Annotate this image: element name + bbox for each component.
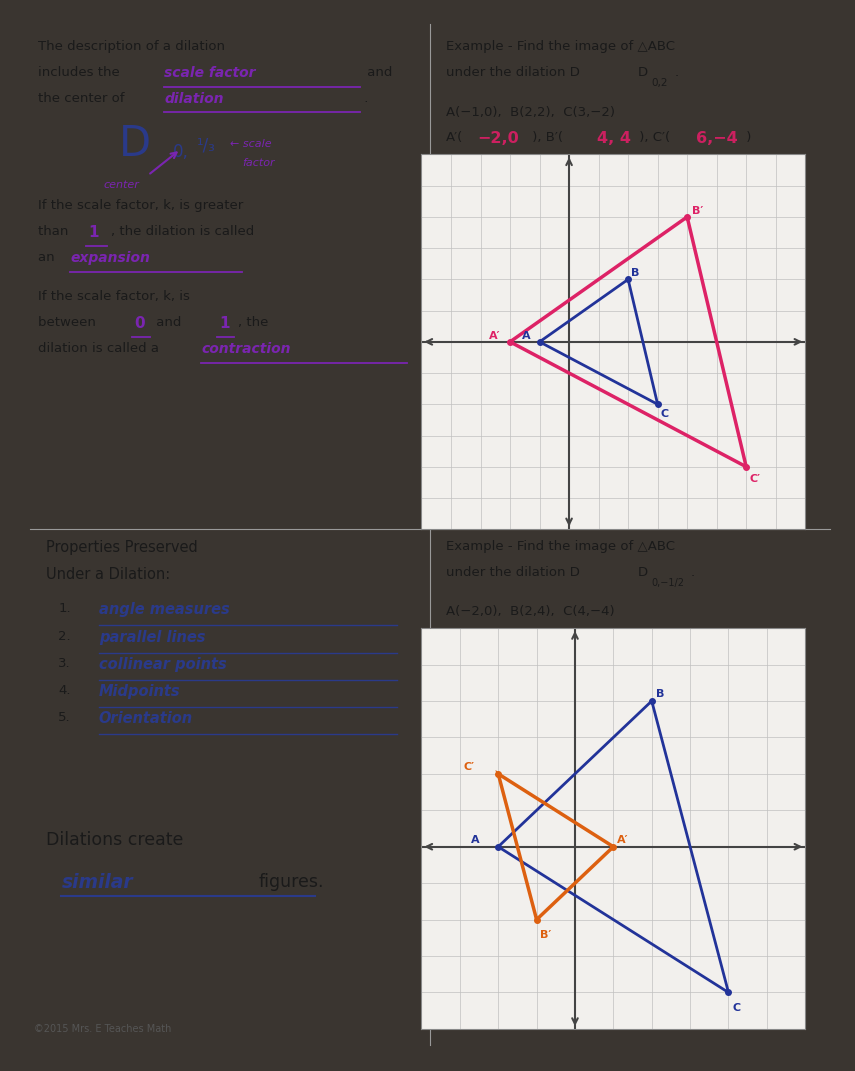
- Text: ): ): [741, 131, 751, 144]
- Text: A: A: [522, 331, 530, 341]
- Text: B: B: [631, 268, 640, 278]
- Text: an: an: [38, 252, 59, 265]
- Text: B′: B′: [692, 206, 703, 215]
- Text: ): ): [744, 630, 753, 644]
- Text: C′: C′: [749, 474, 760, 484]
- Text: under the dilation D: under the dilation D: [446, 66, 580, 79]
- Text: ), B′(: ), B′(: [516, 630, 551, 644]
- Text: 1.: 1.: [58, 602, 71, 615]
- Text: ¹/₃: ¹/₃: [197, 137, 215, 155]
- Text: B: B: [656, 690, 664, 699]
- Text: 4, 4: 4, 4: [597, 131, 631, 146]
- Text: figures.: figures.: [258, 873, 324, 891]
- Text: C′: C′: [463, 763, 475, 772]
- Text: A(−1,0),  B(2,2),  C(3,−2): A(−1,0), B(2,2), C(3,−2): [446, 106, 615, 119]
- Text: Properties Preserved: Properties Preserved: [46, 540, 198, 555]
- Text: .: .: [675, 66, 679, 79]
- Text: C: C: [733, 1002, 740, 1013]
- Text: D: D: [638, 565, 648, 578]
- Text: 0: 0: [134, 316, 144, 331]
- Text: 0,2: 0,2: [651, 78, 668, 89]
- Text: 6,−4: 6,−4: [696, 131, 738, 146]
- Text: 2.: 2.: [58, 630, 71, 644]
- Text: 0,: 0,: [173, 144, 188, 161]
- Text: dilation is called a: dilation is called a: [38, 342, 163, 355]
- Text: D: D: [638, 66, 648, 79]
- Text: −2,0: −2,0: [477, 131, 519, 146]
- Text: .: .: [360, 92, 369, 105]
- Text: 1: 1: [219, 316, 229, 331]
- Text: expansion: expansion: [70, 252, 150, 266]
- Text: angle measures: angle measures: [99, 602, 230, 617]
- Text: −2, 2: −2, 2: [691, 630, 740, 648]
- Text: ), B′(: ), B′(: [528, 131, 567, 144]
- Text: 4.: 4.: [58, 684, 71, 697]
- Text: 5.: 5.: [58, 711, 71, 724]
- Text: Midpoints: Midpoints: [99, 684, 180, 699]
- Text: center: center: [103, 181, 139, 191]
- Text: −1,−2: −1,−2: [581, 630, 638, 648]
- Text: A: A: [471, 835, 480, 845]
- Text: and: and: [363, 66, 392, 79]
- Text: If the scale factor, k, is greater: If the scale factor, k, is greater: [38, 199, 243, 212]
- Text: B′: B′: [540, 930, 551, 940]
- Text: parallel lines: parallel lines: [99, 630, 205, 645]
- Text: under the dilation D: under the dilation D: [446, 565, 580, 578]
- Text: ), C′(: ), C′(: [634, 131, 674, 144]
- Text: Dilations create: Dilations create: [46, 831, 183, 849]
- Text: Example - Find the image of △ABC: Example - Find the image of △ABC: [446, 540, 675, 553]
- Text: 3.: 3.: [58, 658, 71, 670]
- Text: ), C′(: ), C′(: [638, 630, 669, 644]
- Text: The description of a dilation: The description of a dilation: [38, 40, 225, 52]
- Text: A′: A′: [489, 331, 501, 341]
- Text: D: D: [120, 123, 151, 165]
- Text: dilation: dilation: [164, 92, 224, 106]
- Text: than: than: [38, 225, 73, 238]
- Text: similar: similar: [62, 873, 134, 892]
- Text: ©2015 Mrs. E Teaches Math: ©2015 Mrs. E Teaches Math: [33, 1024, 171, 1035]
- Text: 1: 1: [88, 225, 99, 240]
- Text: includes the: includes the: [38, 66, 124, 79]
- Text: A(−2,0),  B(2,4),  C(4,−4): A(−2,0), B(2,4), C(4,−4): [446, 605, 615, 618]
- Text: A′(: A′(: [446, 131, 463, 144]
- Text: scale factor: scale factor: [164, 66, 256, 80]
- Text: collinear points: collinear points: [99, 658, 227, 673]
- Text: , the: , the: [238, 316, 268, 329]
- Text: contraction: contraction: [201, 342, 291, 356]
- Text: Example - Find the image of △ABC: Example - Find the image of △ABC: [446, 40, 675, 52]
- Text: If the scale factor, k, is: If the scale factor, k, is: [38, 290, 190, 303]
- Text: ← scale: ← scale: [230, 139, 271, 149]
- Text: Orientation: Orientation: [99, 711, 193, 726]
- Text: factor: factor: [242, 157, 274, 167]
- Text: A′(: A′(: [446, 630, 468, 644]
- Text: the center of: the center of: [38, 92, 128, 105]
- Text: C: C: [661, 409, 669, 419]
- Text: between: between: [38, 316, 100, 329]
- Text: , the dilation is called: , the dilation is called: [111, 225, 255, 238]
- Text: 0,−1/2: 0,−1/2: [651, 578, 684, 588]
- Text: Under a Dilation:: Under a Dilation:: [46, 567, 170, 582]
- Text: 1,0: 1,0: [479, 630, 508, 648]
- Text: .: .: [691, 565, 695, 578]
- Text: and: and: [152, 316, 186, 329]
- Text: A′: A′: [617, 835, 628, 845]
